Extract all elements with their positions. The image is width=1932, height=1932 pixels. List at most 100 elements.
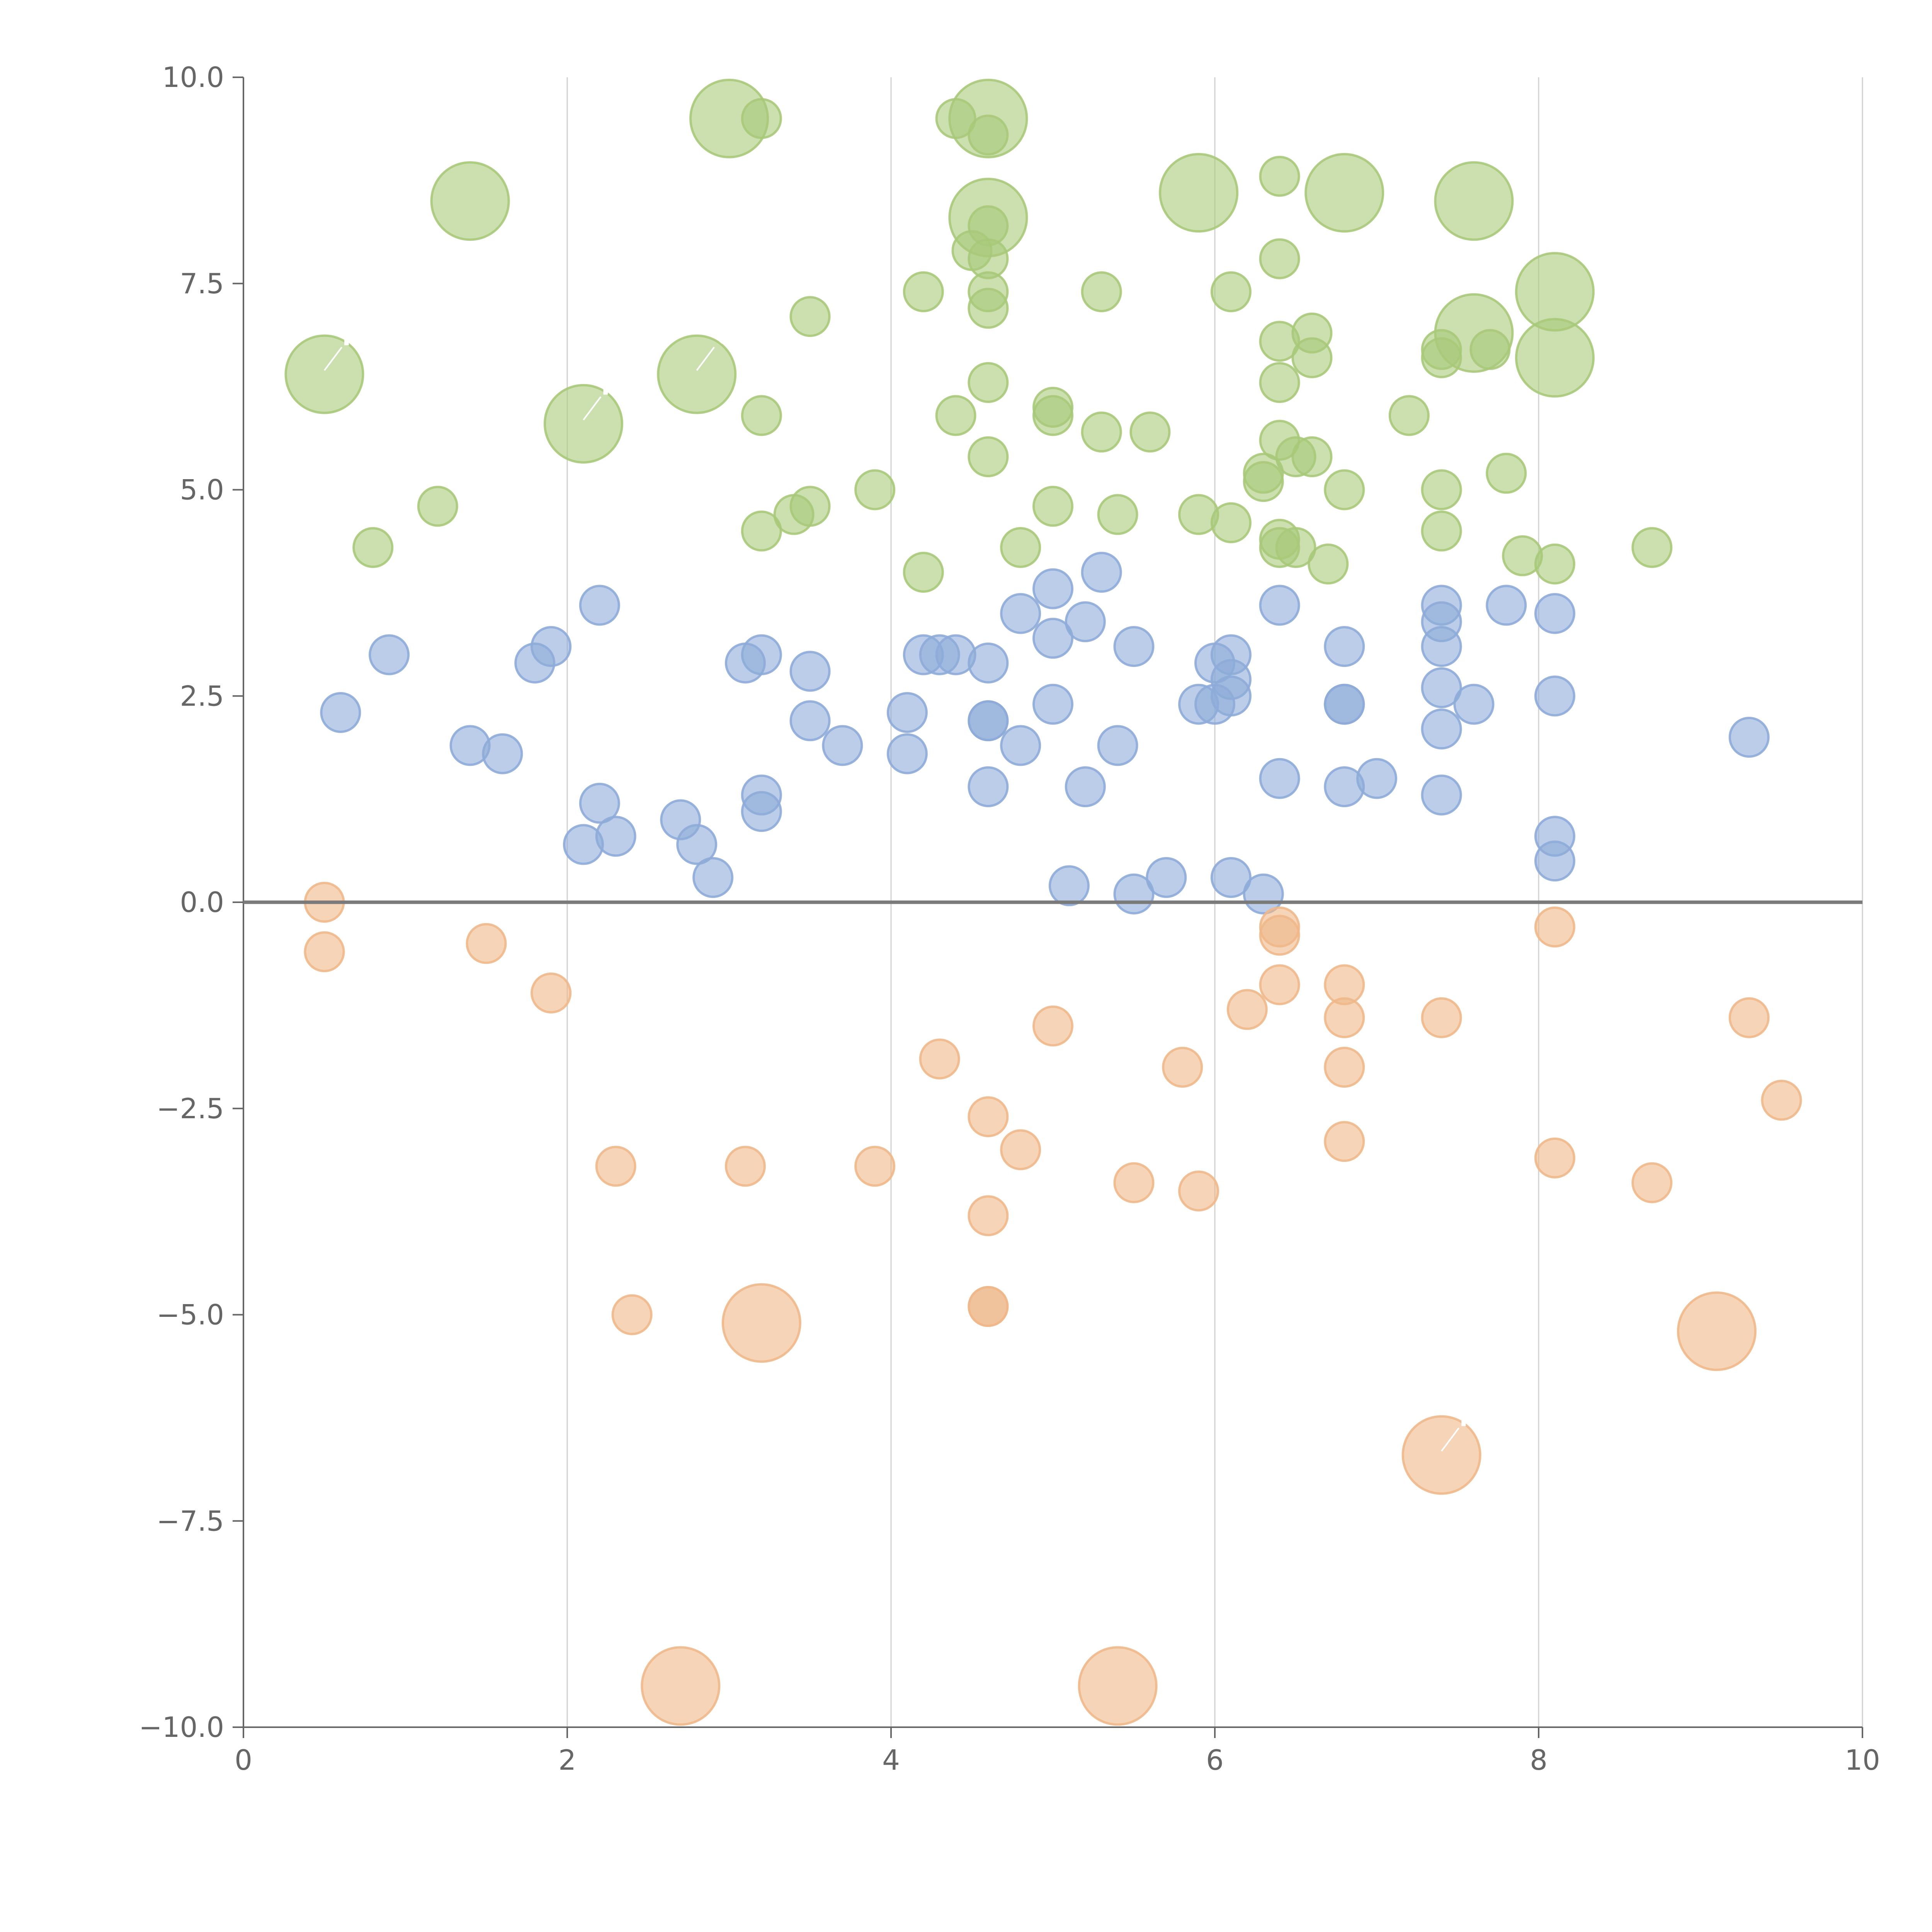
- blue-data-point: [1113, 873, 1155, 915]
- orange-data-point: [1728, 997, 1770, 1038]
- label-leader-line: [696, 347, 715, 371]
- x-axis-ticks: 0 2 4 6 8 10: [235, 1727, 1880, 1776]
- orange-data-point: [595, 1146, 636, 1187]
- green-data-point: [773, 494, 815, 535]
- green-data-point: [1210, 271, 1252, 313]
- green-data-point: [1097, 494, 1138, 535]
- point-label: R: [599, 352, 631, 406]
- green-data-point: [543, 384, 623, 464]
- orange-data-point: [531, 972, 572, 1014]
- orange-data-point: [968, 1195, 1009, 1236]
- orange-data-point: [466, 923, 507, 964]
- orange-data-point: [1259, 964, 1300, 1005]
- green-data-point: [1000, 527, 1041, 568]
- orange-data-point: [1162, 1047, 1203, 1088]
- green-data-point: [968, 362, 1009, 403]
- blue-data-point: [1032, 617, 1073, 659]
- green-data-point: [968, 114, 1009, 156]
- green-data-point: [1243, 461, 1284, 502]
- orange-data-point: [1324, 1121, 1365, 1162]
- blue-data-point: [1486, 585, 1527, 626]
- label-leader-line: [323, 347, 343, 371]
- x-tick-label: 10: [1845, 1744, 1880, 1776]
- blue-data-point: [692, 857, 734, 898]
- green-data-point: [935, 395, 976, 436]
- green-data-point: [1081, 271, 1122, 313]
- blue-data-point: [1534, 675, 1575, 717]
- y-tick-label: 2.5: [180, 680, 224, 712]
- y-tick-label: −7.5: [156, 1505, 224, 1537]
- y-tick-label: 5.0: [180, 474, 224, 506]
- blue-data-point: [968, 700, 1009, 742]
- blue-data-point: [1534, 840, 1575, 882]
- blue-data-point: [1032, 568, 1073, 609]
- blue-data-point: [579, 585, 620, 626]
- blue-data-point: [968, 766, 1009, 808]
- label-leader-line: [1441, 1427, 1460, 1452]
- blue-data-point: [968, 642, 1009, 684]
- blue-data-point: [1728, 717, 1770, 758]
- blue-data-point: [886, 733, 928, 774]
- green-data-point: [903, 552, 944, 593]
- blue-data-point: [789, 651, 831, 692]
- x-tick-label: 6: [1206, 1744, 1224, 1776]
- green-data-point: [741, 510, 782, 552]
- orange-data-point: [968, 1286, 1009, 1327]
- blue-data-point: [1097, 725, 1138, 766]
- green-data-point: [1291, 436, 1333, 478]
- green-data-point: [1515, 318, 1595, 398]
- x-tick-label: 4: [882, 1744, 900, 1776]
- blue-data-point: [1000, 725, 1041, 766]
- orange-data-point: [919, 1038, 960, 1080]
- green-data-point: [1081, 412, 1122, 453]
- green-data-point: [1291, 337, 1333, 378]
- blue-data-point: [369, 634, 410, 675]
- green-data-point: [1259, 362, 1300, 403]
- orange-data-point: [1178, 1170, 1219, 1212]
- blue-data-point: [1065, 601, 1106, 643]
- blue-data-point: [1421, 774, 1462, 816]
- green-data-point: [968, 436, 1009, 478]
- green-data-point: [1259, 238, 1300, 279]
- orange-data-point: [854, 1146, 896, 1187]
- orange-data-point: [641, 1646, 721, 1726]
- orange-data-point: [724, 1146, 766, 1187]
- blue-data-point: [1081, 552, 1122, 593]
- green-data-point: [1469, 329, 1511, 370]
- green-data-point: [1308, 543, 1349, 585]
- green-data-point: [1324, 469, 1365, 510]
- blue-data-point: [1210, 857, 1252, 898]
- orange-data-point: [968, 1096, 1009, 1138]
- blue-data-point: [1146, 857, 1187, 898]
- orange-data-point: [1761, 1080, 1802, 1121]
- green-data-point: [1421, 510, 1462, 552]
- blue-data-point: [563, 824, 604, 865]
- green-data-point: [1534, 543, 1575, 585]
- orange-data-point: [1226, 989, 1268, 1030]
- orange-data-point: [1078, 1646, 1158, 1726]
- green-data-point: [1259, 156, 1300, 197]
- orange-data-point: [1113, 1162, 1155, 1203]
- green-data-point: [417, 486, 458, 527]
- y-tick-label: −10.0: [139, 1711, 224, 1743]
- blue-data-point: [886, 692, 928, 733]
- x-tick-label: 0: [235, 1744, 252, 1776]
- green-data-point: [1032, 395, 1073, 436]
- orange-data-point: [1534, 1137, 1575, 1179]
- blue-data-point: [514, 642, 556, 684]
- green-data-point: [903, 271, 944, 313]
- blue-data-point: [1421, 667, 1462, 708]
- y-tick-label: 10.0: [162, 61, 224, 94]
- green-data-point: [1434, 161, 1514, 241]
- orange-data-point: [1534, 906, 1575, 948]
- blue-data-point: [1421, 708, 1462, 750]
- point-label: H: [340, 303, 374, 356]
- blue-data-point: [1194, 684, 1235, 725]
- green-data-point: [1210, 502, 1252, 543]
- blue-data-point: [1534, 593, 1575, 634]
- green-data-point: [352, 527, 394, 568]
- orange-data-point: [611, 1294, 653, 1335]
- blue-data-point: [1453, 684, 1495, 725]
- y-axis-ticks: −10.0 −7.5 −5.0 −2.5 0.0 2.5 5.0 7.5 10.0: [139, 61, 243, 1743]
- green-data-point: [1388, 395, 1430, 436]
